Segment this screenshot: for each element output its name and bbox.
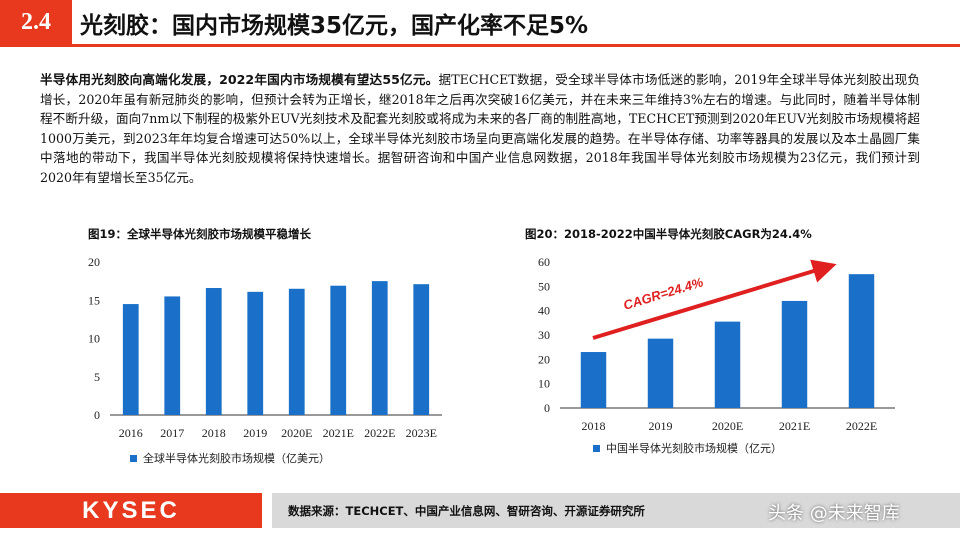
x-tick-label: 2021E: [323, 426, 354, 440]
y-tick-label: 15: [88, 293, 100, 307]
y-tick-label: 50: [538, 279, 550, 293]
legend-label: 全球半导体光刻胶市场规模（亿美元）: [143, 451, 330, 465]
body-text: 据TECHCET数据，受全球半导体市场低迷的影响，2019年全球半导体光刻胶出现…: [40, 72, 920, 185]
data-source: 数据来源：TECHCET、中国产业信息网、智研咨询、开源证券研究所: [288, 503, 645, 518]
legend-swatch: [593, 445, 600, 452]
bar: [848, 274, 875, 408]
kysec-logo: KYSEC: [82, 496, 180, 524]
china-photoresist-chart: 0 10 20 30 40 50 60 2018 2019 2020E 2021E 2022E 中国半导…: [538, 255, 895, 455]
bar: [580, 352, 607, 408]
bar: [647, 338, 674, 408]
page-title: 光刻胶：国内市场规模35亿元，国产化率不足5%: [80, 13, 589, 39]
y-tick-label: 20: [538, 352, 550, 366]
bar: [330, 285, 347, 415]
header-divider: [0, 44, 960, 47]
y-tick-label: 30: [538, 328, 550, 342]
x-tick-label: 2020E: [281, 426, 312, 440]
y-tick-label: 10: [88, 332, 100, 346]
y-tick-label: 60: [538, 255, 550, 269]
bar: [781, 300, 808, 408]
y-tick-label: 10: [538, 377, 550, 391]
fig19-title: 图19：全球半导体光刻胶市场规模平稳增长: [88, 227, 312, 241]
bar: [247, 291, 264, 415]
x-tick-label: 2020E: [712, 419, 743, 433]
x-tick-label: 2016: [119, 426, 143, 440]
watermark: 头条 @未来智库: [768, 503, 900, 524]
cagr-arrow: [592, 259, 837, 340]
y-tick-label: 5: [94, 370, 100, 384]
fig20-title: 图20：2018-2022中国半导体光刻胶CAGR为24.4%: [525, 227, 812, 241]
bar: [122, 304, 139, 415]
body-paragraph: 半导体用光刻胶向高端化发展，2022年国内市场规模有望达55亿元。据TECHCE…: [40, 70, 920, 187]
legend-label: 中国半导体光刻胶市场规模（亿元）: [606, 441, 782, 455]
footer-source-band: [272, 493, 960, 528]
footer-logo-band: [0, 493, 262, 528]
x-tick-label: 2018: [202, 426, 226, 440]
bar: [205, 288, 222, 415]
section-number: 2.4: [0, 0, 72, 44]
x-tick-label: 2022E: [846, 419, 877, 433]
bar: [714, 321, 741, 408]
bar: [164, 296, 181, 415]
x-tick-label: 2019: [649, 419, 673, 433]
bar: [371, 281, 388, 415]
x-tick-label: 2023E: [406, 426, 437, 440]
x-tick-label: 2017: [160, 426, 184, 440]
y-tick-label: 0: [544, 401, 550, 415]
x-tick-label: 2019: [243, 426, 267, 440]
x-tick-label: 2021E: [779, 419, 810, 433]
legend-swatch: [130, 455, 137, 462]
x-tick-label: 2022E: [364, 426, 395, 440]
bar: [288, 288, 305, 415]
bar: [413, 284, 430, 415]
y-tick-label: 40: [538, 304, 550, 318]
global-photoresist-chart: 0 5 10 15 20 2016 2017 2018 2019 2020E 2021E 2022E 2…: [88, 255, 442, 465]
y-tick-label: 20: [88, 255, 100, 269]
body-lead: 半导体用光刻胶向高端化发展，2022年国内市场规模有望达55亿元。: [40, 72, 439, 87]
x-tick-label: 2018: [582, 419, 606, 433]
y-tick-label: 0: [94, 408, 100, 422]
